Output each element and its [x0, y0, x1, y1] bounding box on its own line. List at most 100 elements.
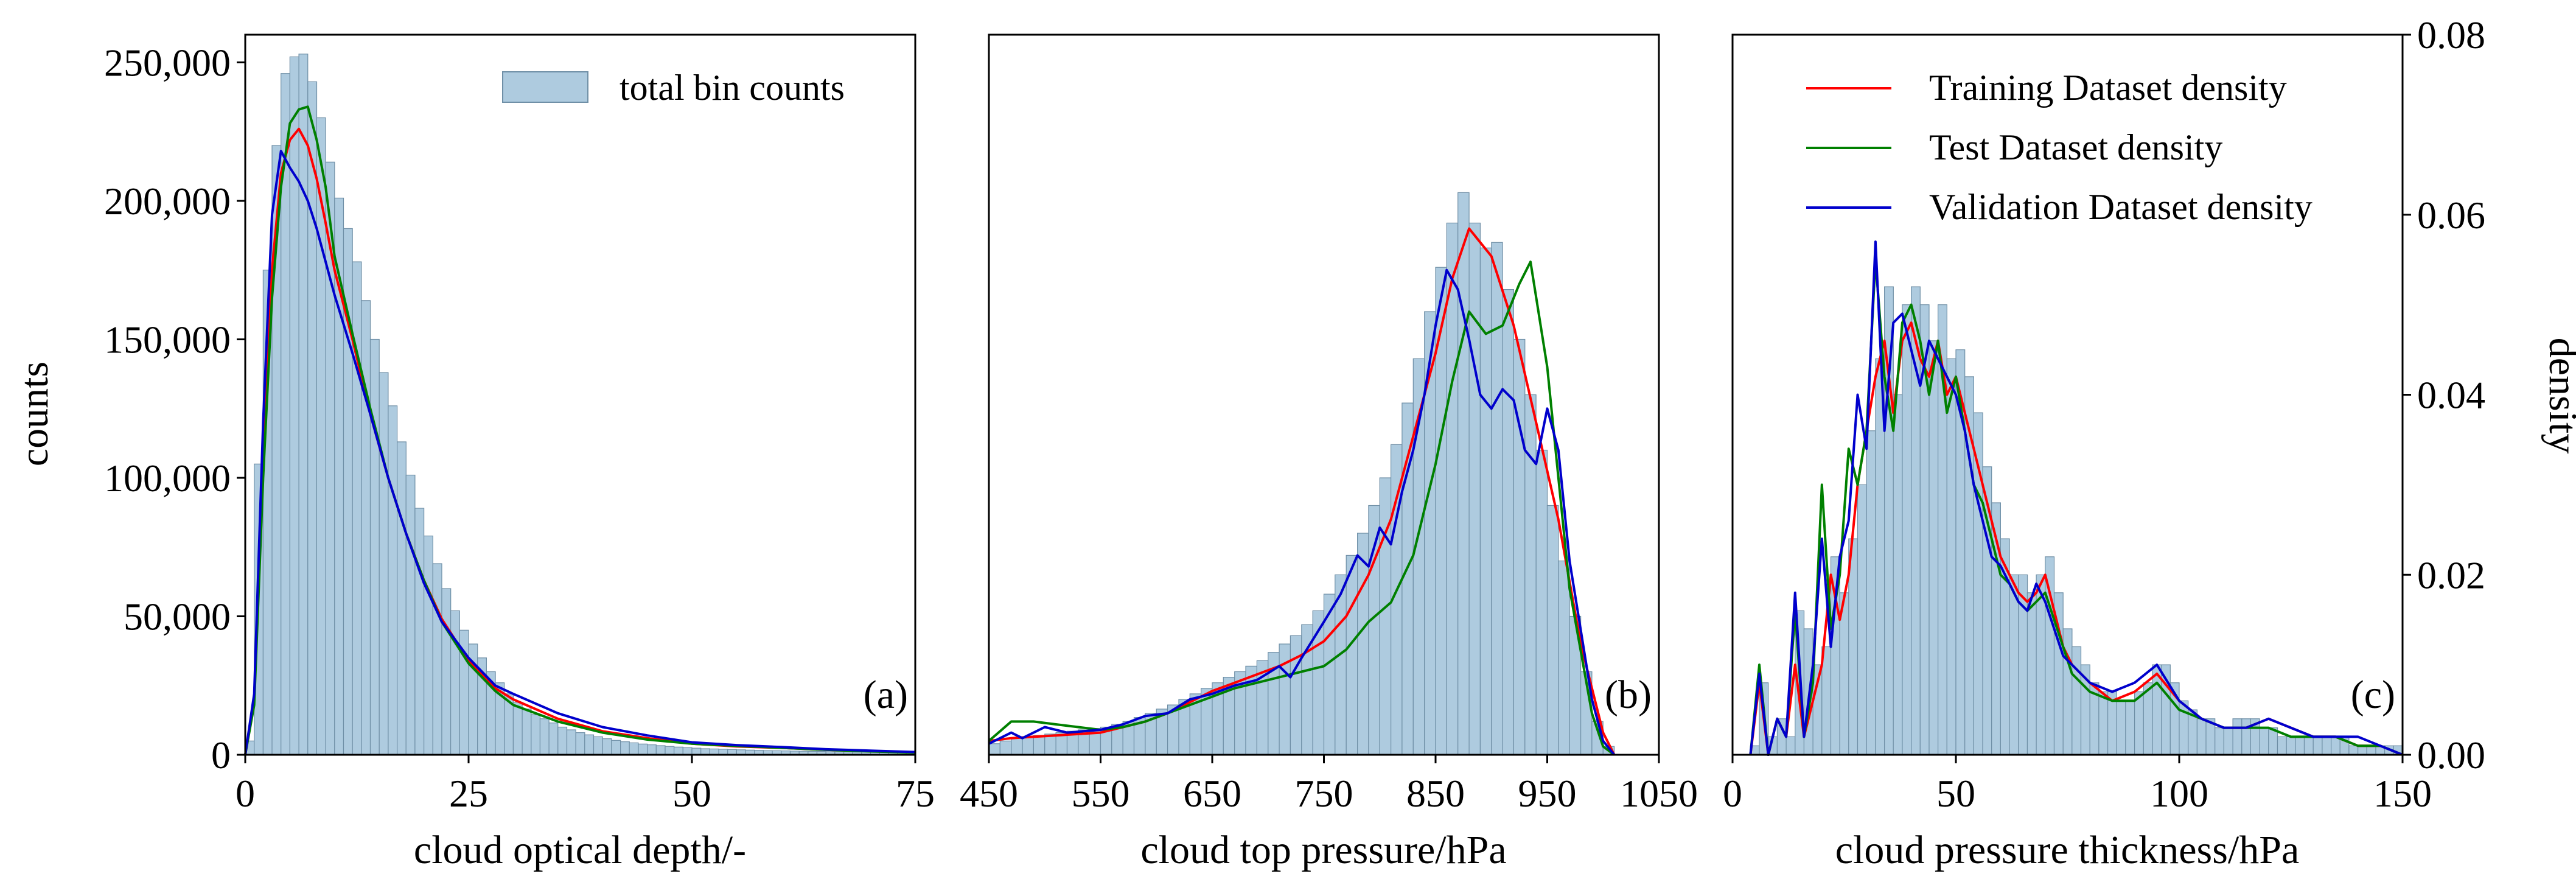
histogram-bar: [2295, 736, 2305, 755]
x-tick-label: 650: [1183, 772, 1241, 815]
x-tick-label: 0: [1723, 772, 1742, 815]
x-tick-label: 1050: [1620, 772, 1698, 815]
right-y-tick-label: 0.04: [2417, 374, 2485, 417]
histogram-bar: [620, 741, 630, 755]
histogram-bar: [2009, 574, 2019, 755]
histogram-bar: [2312, 736, 2323, 755]
histogram-bar: [1558, 560, 1570, 755]
panel-b-tag: (b): [1605, 673, 1652, 717]
histogram-bar: [441, 588, 452, 755]
histogram-bar: [1290, 635, 1302, 755]
histogram-bar: [2232, 718, 2243, 755]
panel-a: 0 25 50 75 0 50,000 100,000 150,000 200,000 250,…: [104, 33, 935, 872]
histogram-bar: [1946, 358, 1956, 755]
right-y-tick-label: 0.08: [2417, 13, 2485, 57]
x-tick-label: 75: [896, 772, 935, 815]
histogram-bar: [691, 747, 702, 755]
histogram-bar: [369, 338, 380, 755]
training-density-line: [988, 227, 1616, 755]
validation-density-line: [1749, 240, 2403, 756]
right-y-tick-label: 0.02: [2417, 553, 2485, 597]
histogram-bar: [531, 714, 541, 755]
x-tick-label: 750: [1295, 772, 1353, 815]
validation-density-line: [988, 268, 1616, 756]
histogram-bar: [2241, 718, 2252, 755]
x-tick-label: 50: [1936, 772, 1975, 815]
histogram-bar: [673, 746, 683, 755]
histogram-bar: [1513, 338, 1526, 755]
histogram-bar: [1379, 477, 1392, 755]
validation-density-line: [244, 150, 916, 755]
panel-c-tag: (c): [2351, 673, 2395, 717]
y-tick-label: 0: [211, 733, 231, 777]
y-tick-label: 200,000: [104, 180, 231, 223]
left-y-axis-label: counts: [12, 362, 57, 466]
histogram-bar: [2125, 700, 2135, 755]
panel-b-lines: [988, 227, 1616, 756]
y-tick-label: 100,000: [104, 457, 231, 500]
histogram-bar: [414, 508, 425, 755]
histogram-legend-swatch: [502, 71, 588, 103]
histogram-bar: [602, 738, 612, 755]
x-tick-label: 100: [2150, 772, 2208, 815]
histogram-bar: [432, 563, 442, 755]
panel-b: 450 550 650 750 850 950 1050 cloud top pressur…: [960, 33, 1698, 872]
histogram-bar: [2277, 736, 2287, 755]
histogram-bar: [2215, 727, 2224, 755]
histogram-bar: [450, 610, 460, 755]
histogram-bar: [655, 745, 666, 755]
histogram-bar: [396, 441, 407, 755]
y-tick-label: 50,000: [124, 595, 231, 639]
right-y-tick-label: 0.00: [2417, 733, 2485, 777]
histogram-bar: [289, 56, 299, 755]
histogram-bar: [1524, 394, 1537, 755]
panel-c: 0 50 100 150 0.00 0.02 0.04 0.06 0.08 cloud pre…: [1723, 13, 2485, 872]
histogram-bar: [682, 747, 693, 755]
histogram-bar: [646, 744, 657, 755]
legend-test-label: Test Dataset density: [1929, 127, 2222, 167]
histogram-bar: [566, 729, 576, 755]
panel-a-yticks: 0 50,000 100,000 150,000 200,000 250,000: [104, 41, 245, 777]
histogram-bar: [557, 726, 568, 755]
histogram-bar: [2366, 745, 2376, 755]
panel-a-tag: (a): [864, 673, 908, 717]
y-tick-label: 150,000: [104, 318, 231, 362]
panel-c-right-yticks: 0.00 0.02 0.04 0.06 0.08: [2403, 13, 2485, 777]
histogram-bar: [1546, 505, 1559, 755]
histogram-bar: [1929, 340, 1939, 755]
histogram-bar: [611, 740, 621, 755]
panel-a-xticks: 0 25 50 75: [236, 755, 935, 815]
panel-a-frame: [244, 33, 916, 756]
histogram-bar: [1785, 736, 1796, 755]
histogram-bar: [298, 54, 309, 755]
panel-a-bars: [245, 54, 916, 755]
panel-c-x-axis-label: cloud pressure thickness/hPa: [1835, 828, 2300, 872]
histogram-bar: [2322, 736, 2332, 755]
histogram-bar: [1502, 289, 1515, 755]
histogram-bar: [1022, 736, 1034, 755]
right-y-tick-label: 0.06: [2417, 194, 2485, 237]
histogram-bar: [1033, 735, 1045, 755]
histogram-bar: [2045, 556, 2055, 755]
histogram-bar: [665, 746, 675, 755]
histogram-bar: [638, 743, 648, 755]
histogram-bar: [2259, 727, 2269, 755]
histogram-bar: [2286, 736, 2296, 755]
histogram-bar: [2116, 700, 2126, 755]
histogram-bar: [2098, 691, 2109, 755]
histogram-bar: [2303, 736, 2314, 755]
histogram-bar: [2072, 646, 2082, 755]
histogram-bar: [334, 197, 344, 755]
histogram-bar: [1857, 484, 1867, 755]
histogram-bar: [539, 718, 550, 755]
histogram-bar: [1491, 242, 1503, 755]
histogram-bar: [1535, 449, 1548, 755]
histogram-bar: [2026, 592, 2037, 755]
histogram-bar: [2331, 736, 2340, 755]
histogram-bar: [2358, 745, 2367, 755]
histogram-bar: [1346, 555, 1358, 755]
legend-validation-label: Validation Dataset density: [1929, 187, 2312, 227]
histogram-bar: [1902, 304, 1912, 755]
right-y-axis-label: density: [2541, 338, 2576, 454]
histogram-bar: [1468, 222, 1481, 755]
